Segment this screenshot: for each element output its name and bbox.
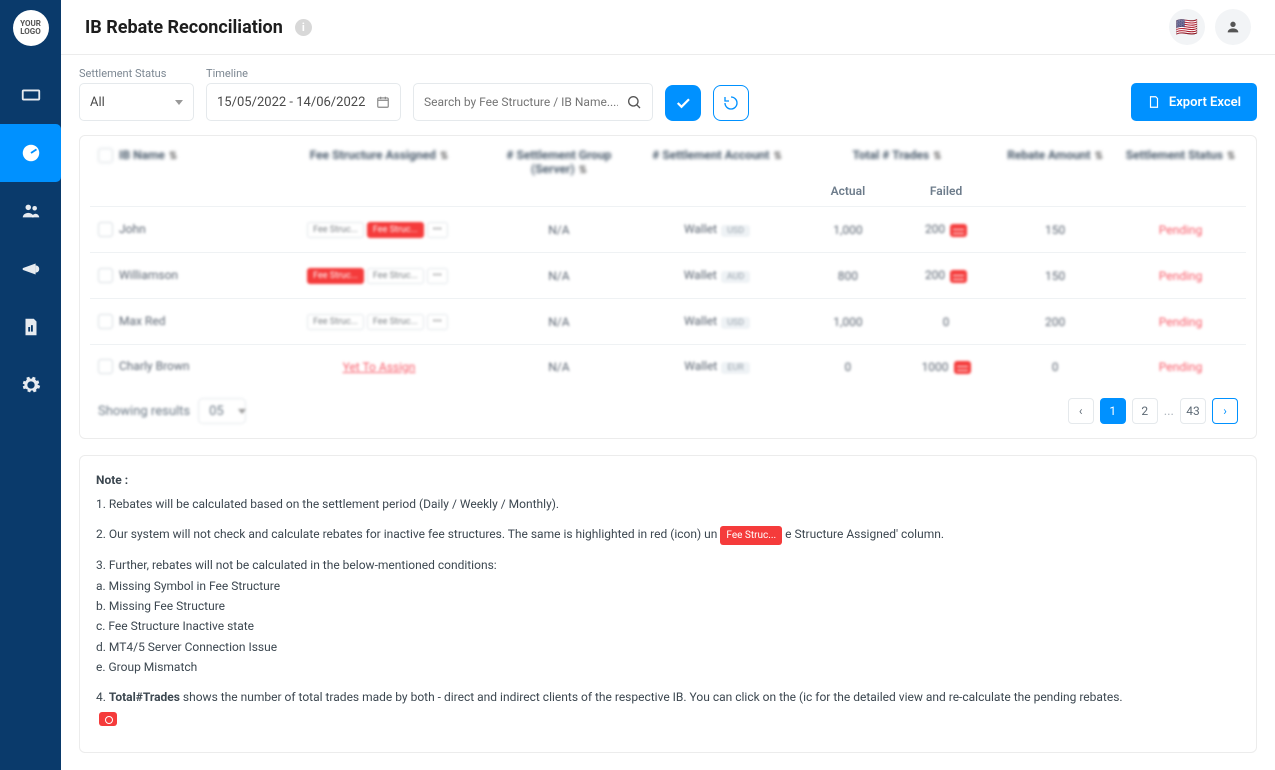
status-select[interactable]: All (79, 83, 194, 121)
page-size-select[interactable]: 05 (198, 398, 246, 424)
nav-item-settings[interactable] (0, 356, 61, 414)
sidebar: YOUR LOGO (0, 0, 61, 770)
note-2: 2. Our system will not check and calcula… (96, 524, 1240, 545)
col-sacct[interactable]: # Settlement Account (652, 148, 769, 162)
col-ib[interactable]: IB Name (119, 148, 165, 162)
file-icon (1147, 95, 1161, 109)
apply-button[interactable] (665, 85, 701, 121)
page-title: IB Rebate Reconciliation i (85, 17, 312, 38)
status-label: Settlement Status (79, 67, 194, 80)
users-icon (20, 200, 42, 222)
date-range[interactable]: 15/05/2022 - 14/06/2022 (206, 83, 401, 121)
page-next[interactable]: › (1212, 398, 1238, 424)
megaphone-icon (20, 258, 42, 280)
flag-icon: 🇺🇸 (1176, 17, 1198, 38)
note-3a: a. Missing Symbol in Fee Structure (96, 576, 1240, 596)
gear-icon (20, 374, 42, 396)
eye-icon-inline (99, 712, 117, 726)
nav-item-active[interactable] (0, 124, 61, 182)
page-title-text: IB Rebate Reconciliation (85, 17, 283, 38)
data-table: IB Name⇅ Fee Structure Assigned⇅ # Settl… (90, 136, 1246, 388)
filter-bar: Settlement Status All Timeline 15/05/202… (79, 67, 1257, 121)
col-sgroup[interactable]: # Settlement Group (Server) (506, 148, 611, 176)
note-3e: e. Group Mismatch (96, 657, 1240, 677)
search-icon (626, 94, 642, 110)
notes-card: Note : 1. Rebates will be calculated bas… (79, 455, 1257, 753)
chevron-down-icon (175, 100, 183, 105)
page-2[interactable]: 2 (1132, 398, 1158, 424)
col-status[interactable]: Settlement Status (1126, 148, 1223, 162)
col-failed: Failed (897, 184, 995, 207)
export-button[interactable]: Export Excel (1131, 83, 1257, 121)
nav-item-announce[interactable] (0, 240, 61, 298)
dashboard-icon (20, 142, 42, 164)
nav-item-report[interactable] (0, 298, 61, 356)
col-actual: Actual (799, 184, 897, 207)
topbar: IB Rebate Reconciliation i 🇺🇸 (61, 0, 1275, 55)
note-3d: d. MT4/5 Server Connection Issue (96, 637, 1240, 657)
table-row: Charly BrownYet To AssignN/AWalletEUR010… (90, 345, 1246, 389)
showing-label: Showing results (98, 404, 190, 419)
note-3b: b. Missing Fee Structure (96, 596, 1240, 616)
calendar-icon (376, 95, 390, 109)
page-size-value: 05 (209, 404, 224, 419)
locale-button[interactable]: 🇺🇸 (1169, 9, 1205, 45)
table-row: WilliamsonFee Struc...Fee Struc...•••N/A… (90, 253, 1246, 299)
page-1[interactable]: 1 (1100, 398, 1126, 424)
user-button[interactable] (1215, 9, 1251, 45)
info-icon[interactable]: i (295, 19, 312, 36)
chevron-down-icon (238, 409, 246, 414)
export-label: Export Excel (1169, 95, 1241, 110)
page-ellipsis: ... (1164, 404, 1174, 419)
timeline-label: Timeline (206, 67, 401, 80)
fee-pill-inline: Fee Struc... (720, 526, 782, 545)
col-fee[interactable]: Fee Structure Assigned (310, 148, 436, 162)
col-trades[interactable]: Total # Trades (852, 148, 929, 162)
timeline-value: 15/05/2022 - 14/06/2022 (217, 95, 365, 110)
search-box[interactable] (413, 83, 653, 121)
check-icon (674, 94, 692, 112)
table-row: Max RedFee Struc...Fee Struc...•••N/AWal… (90, 299, 1246, 345)
search-input[interactable] (424, 95, 618, 109)
logo-text: YOUR LOGO (13, 20, 49, 36)
nav-item-1[interactable] (0, 66, 61, 124)
table-footer: Showing results 05 ‹ 1 2 ... 43 › (90, 388, 1246, 428)
note-1: 1. Rebates will be calculated based on t… (96, 494, 1240, 514)
ticket-icon (20, 84, 42, 106)
user-icon (1225, 19, 1241, 35)
pagination: ‹ 1 2 ... 43 › (1068, 398, 1238, 424)
logo: YOUR LOGO (13, 10, 49, 46)
data-table-card: IB Name⇅ Fee Structure Assigned⇅ # Settl… (79, 135, 1257, 439)
notes-title: Note : (96, 470, 1240, 490)
note-4: 4. Total#Trades shows the number of tota… (96, 687, 1240, 728)
status-value: All (90, 95, 105, 110)
reset-icon (723, 95, 739, 111)
table-row: JohnFee Struc...Fee Struc...•••N/AWallet… (90, 207, 1246, 253)
note-3: 3. Further, rebates will not be calculat… (96, 555, 1240, 575)
page-last[interactable]: 43 (1180, 398, 1206, 424)
reset-button[interactable] (713, 85, 749, 121)
col-rebate[interactable]: Rebate Amount (1007, 148, 1090, 162)
nav-item-users[interactable] (0, 182, 61, 240)
note-3c: c. Fee Structure Inactive state (96, 616, 1240, 636)
page-prev[interactable]: ‹ (1068, 398, 1094, 424)
report-icon (20, 316, 42, 338)
